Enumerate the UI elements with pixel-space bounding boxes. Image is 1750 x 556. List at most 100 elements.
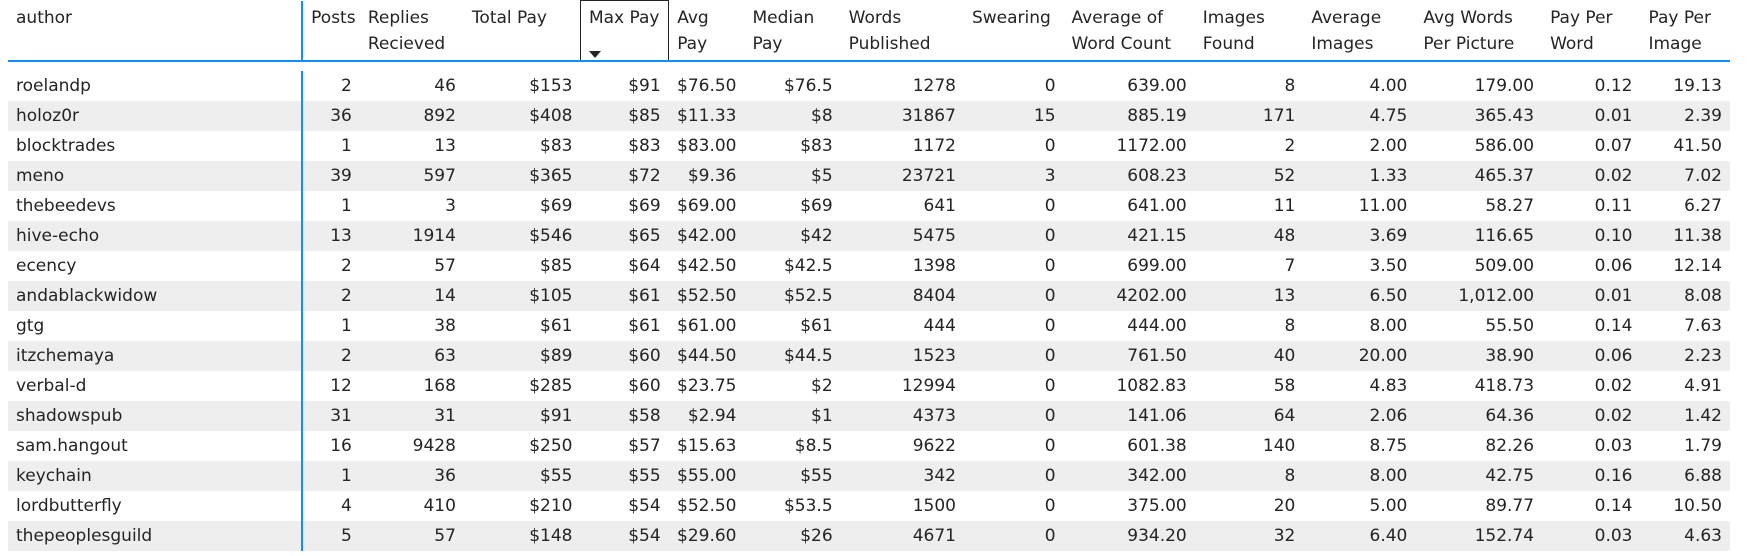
cell-words: 9622 xyxy=(912,435,956,456)
cell-words: 1172 xyxy=(912,135,956,156)
table-row[interactable]: blocktrades 1 13 $83 $83 $83.00 $83 1172 0 1172.0… xyxy=(8,130,1730,161)
cell-avg-pay: $44.50 xyxy=(668,340,745,371)
cell-pay-per-word: 0.06 xyxy=(1542,340,1641,371)
cell-swearing: 0 xyxy=(963,340,1064,371)
cell-total-pay: $61 xyxy=(540,315,573,336)
table-row[interactable]: verbal-d 12 168 $285 $60 $23.75 $2 12994 0 1082.8… xyxy=(8,370,1730,401)
column-header-words[interactable]: Words Published xyxy=(840,0,964,62)
column-header-pay-per-word[interactable]: Pay Per Word xyxy=(1542,0,1641,62)
cell-swearing: 0 xyxy=(1044,195,1056,216)
column-header-median-pay[interactable]: Median Pay xyxy=(744,0,841,62)
column-header-swearing[interactable]: Swearing xyxy=(963,0,1064,62)
column-header-max-pay[interactable]: Max Pay xyxy=(579,0,670,62)
cell-avg-pay: $55.00 xyxy=(668,460,745,491)
data-table: author Posts Replies Recieved Total Pay Max … xyxy=(8,0,1730,551)
column-header-pay-per-image[interactable]: Pay Per Image xyxy=(1640,0,1730,62)
cell-max-pay: $58 xyxy=(580,400,669,431)
cell-max-pay: $65 xyxy=(580,220,669,251)
cell-avg-words-per-picture: 179.00 xyxy=(1474,75,1535,96)
cell-replies: 410 xyxy=(423,495,456,516)
cell-author: ecency xyxy=(8,250,304,281)
cell-max-pay: $72 xyxy=(580,160,669,191)
column-header-images-found[interactable]: Images Found xyxy=(1194,0,1304,62)
cell-pay-per-word: 0.11 xyxy=(1594,195,1633,216)
cell-pay-per-image: 1.79 xyxy=(1684,435,1722,456)
table-row[interactable]: gtg 1 38 $61 $61 $61.00 $61 444 0 444.00 8 8.00 55.5… xyxy=(8,310,1730,341)
cell-avg-images: 4.00 xyxy=(1369,75,1408,96)
cell-words: 12994 xyxy=(901,375,956,396)
column-header-avg-words-per-picture[interactable]: Avg Words Per Picture xyxy=(1415,0,1543,62)
column-header-avg-pay[interactable]: Avg Pay xyxy=(668,0,745,62)
table-row[interactable]: meno 39 597 $365 $72 $9.36 $5 23721 3 608.23 52 1.3… xyxy=(8,160,1730,191)
cell-avg-images: 2.00 xyxy=(1369,135,1408,156)
cell-avg-images: 8.00 xyxy=(1303,460,1416,491)
column-header-avg-word-count[interactable]: Average of Word Count xyxy=(1063,0,1195,62)
table-row[interactable]: thebeedevs 1 3 $69 $69 $69.00 $69 641 0 641.00 11 1… xyxy=(8,190,1730,221)
table-row[interactable]: lordbutterfly 4 410 $210 $54 $52.50 $53.5 1500 0… xyxy=(8,490,1730,521)
cell-total-pay: $55 xyxy=(463,460,581,491)
cell-swearing: 0 xyxy=(963,520,1064,551)
cell-avg-words-per-picture: 465.37 xyxy=(1415,160,1543,191)
table-row[interactable]: andablackwidow 2 14 $105 $61 $52.50 $52.5 8404 0… xyxy=(8,280,1730,311)
cell-images-found: 13 xyxy=(1194,280,1304,311)
table-row[interactable]: shadowspub 31 31 $91 $58 $2.94 $1 4373 0 141.06 64… xyxy=(8,400,1730,431)
table-row[interactable]: holoz0r 36 892 $408 $85 $11.33 $8 31867 15 885.19… xyxy=(8,100,1730,131)
cell-images-found: 20 xyxy=(1273,495,1296,516)
cell-avg-word-count: 342.00 xyxy=(1063,460,1195,491)
cell-pay-per-image: 8.08 xyxy=(1640,280,1730,311)
cell-avg-words-per-picture: 509.00 xyxy=(1474,255,1535,276)
cell-avg-images: 5.00 xyxy=(1369,495,1408,516)
cell-avg-word-count: 375.00 xyxy=(1127,495,1187,516)
cell-author: meno xyxy=(8,160,304,191)
cell-median-pay: $1 xyxy=(744,400,841,431)
column-header-author[interactable]: author xyxy=(8,0,304,62)
cell-swearing: 0 xyxy=(1044,75,1056,96)
column-header-replies[interactable]: Replies Recieved xyxy=(359,0,464,62)
cell-posts: 2 xyxy=(302,280,360,311)
cell-images-found: 2 xyxy=(1284,135,1296,156)
cell-words: 1398 xyxy=(912,255,956,276)
column-header-total-pay[interactable]: Total Pay xyxy=(463,0,581,62)
cell-replies: 14 xyxy=(359,280,464,311)
cell-median-pay: $53.5 xyxy=(783,495,833,516)
cell-images-found: 11 xyxy=(1273,195,1296,216)
cell-avg-pay: $11.33 xyxy=(668,100,745,131)
column-header-avg-images[interactable]: Average Images xyxy=(1303,0,1416,62)
cell-author: itzchemaya xyxy=(8,340,304,371)
cell-swearing: 0 xyxy=(963,460,1064,491)
cell-author: keychain xyxy=(8,460,304,491)
cell-replies: 46 xyxy=(434,75,456,96)
sort-descending-icon[interactable] xyxy=(588,50,601,58)
table-row[interactable]: roelandp 2 46 $153 $91 $76.50 $76.5 1278 0 639.00… xyxy=(8,70,1730,101)
cell-max-pay: $61 xyxy=(580,280,669,311)
table-row[interactable]: keychain 1 36 $55 $55 $55.00 $55 342 0 342.00 8 8.0… xyxy=(8,460,1730,491)
cell-pay-per-image: 1.42 xyxy=(1640,400,1730,431)
table-body: roelandp 2 46 $153 $91 $76.50 $76.5 1278 0 639.00… xyxy=(8,61,1730,551)
cell-median-pay: $52.5 xyxy=(744,280,841,311)
cell-total-pay: $148 xyxy=(463,520,581,551)
cell-pay-per-word: 0.14 xyxy=(1594,315,1633,336)
table-row[interactable]: itzchemaya 2 63 $89 $60 $44.50 $44.5 1523 0 761.5… xyxy=(8,340,1730,371)
table-row[interactable]: sam.hangout 16 9428 $250 $57 $15.63 $8.5 9622 0 6… xyxy=(8,430,1730,461)
cell-avg-images: 4.83 xyxy=(1369,375,1408,396)
cell-median-pay: $2 xyxy=(811,375,833,396)
cell-avg-word-count: 608.23 xyxy=(1063,160,1195,191)
cell-replies: 9428 xyxy=(412,435,456,456)
cell-images-found: 8 xyxy=(1284,315,1296,336)
cell-images-found: 140 xyxy=(1262,435,1296,456)
table-row[interactable]: thepeoplesguild 5 57 $148 $54 $29.60 $26 4671 0 9… xyxy=(8,520,1730,551)
table-row[interactable]: hive-echo 13 1914 $546 $65 $42.00 $42 5475 0 421.… xyxy=(8,220,1730,251)
column-header-posts[interactable]: Posts xyxy=(302,0,360,62)
cell-posts: 1 xyxy=(341,315,352,336)
cell-avg-word-count: 141.06 xyxy=(1063,400,1195,431)
cell-median-pay: $8.5 xyxy=(794,435,833,456)
cell-swearing: 0 xyxy=(963,280,1064,311)
cell-avg-pay: $42.00 xyxy=(668,220,745,251)
cell-pay-per-image: 41.50 xyxy=(1673,135,1722,156)
table-row[interactable]: ecency 2 57 $85 $64 $42.50 $42.5 1398 0 699.00 7 3.… xyxy=(8,250,1730,281)
cell-avg-pay: $69.00 xyxy=(677,195,737,216)
cell-images-found: 64 xyxy=(1194,400,1304,431)
cell-swearing: 0 xyxy=(963,400,1064,431)
cell-total-pay: $408 xyxy=(463,100,581,131)
cell-total-pay: $85 xyxy=(540,255,573,276)
